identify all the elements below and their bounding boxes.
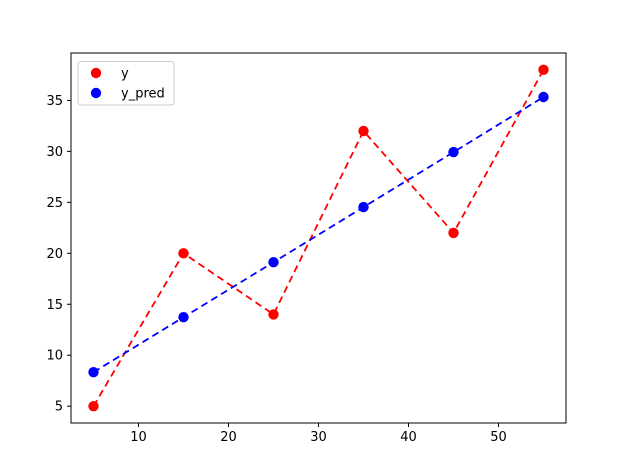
data-point-marker	[88, 401, 99, 412]
data-point-marker	[178, 248, 189, 259]
legend-label: y	[121, 67, 129, 82]
series-y_pred	[88, 91, 549, 378]
data-point-marker	[178, 312, 189, 323]
x-tick-label: 50	[490, 430, 507, 445]
plot-frame	[70, 52, 567, 424]
data-point-marker	[88, 367, 99, 378]
data-point-marker	[538, 64, 549, 76]
series-line-y	[92, 69, 545, 407]
y-tick-label: 15	[46, 298, 63, 313]
y-tick-label: 5	[55, 400, 63, 415]
y-tick-label: 35	[46, 94, 63, 109]
y-tick-label: 10	[46, 349, 63, 364]
data-point-marker	[448, 146, 459, 158]
y-tick-label: 25	[46, 196, 63, 211]
legend-marker-icon	[90, 67, 102, 79]
series-line-y_pred	[93, 96, 544, 373]
y-tick-label: 20	[46, 247, 63, 262]
legend-marker-icon	[90, 87, 102, 99]
legend: y y_pred	[77, 61, 175, 106]
legend-box	[77, 61, 175, 106]
data-point-marker	[358, 201, 369, 213]
data-point-marker	[538, 91, 549, 103]
data-point-marker	[358, 125, 369, 137]
legend-label: y_pred	[121, 87, 165, 102]
x-tick-label: 30	[310, 430, 327, 445]
data-point-marker	[448, 227, 459, 239]
x-tick-label: 10	[130, 430, 147, 445]
data-point-marker	[268, 257, 279, 268]
x-tick-label: 40	[400, 430, 417, 445]
x-tick-label: 20	[220, 430, 237, 445]
y-tick-label: 30	[46, 145, 63, 160]
data-point-marker	[268, 309, 279, 320]
series-y	[88, 64, 549, 412]
